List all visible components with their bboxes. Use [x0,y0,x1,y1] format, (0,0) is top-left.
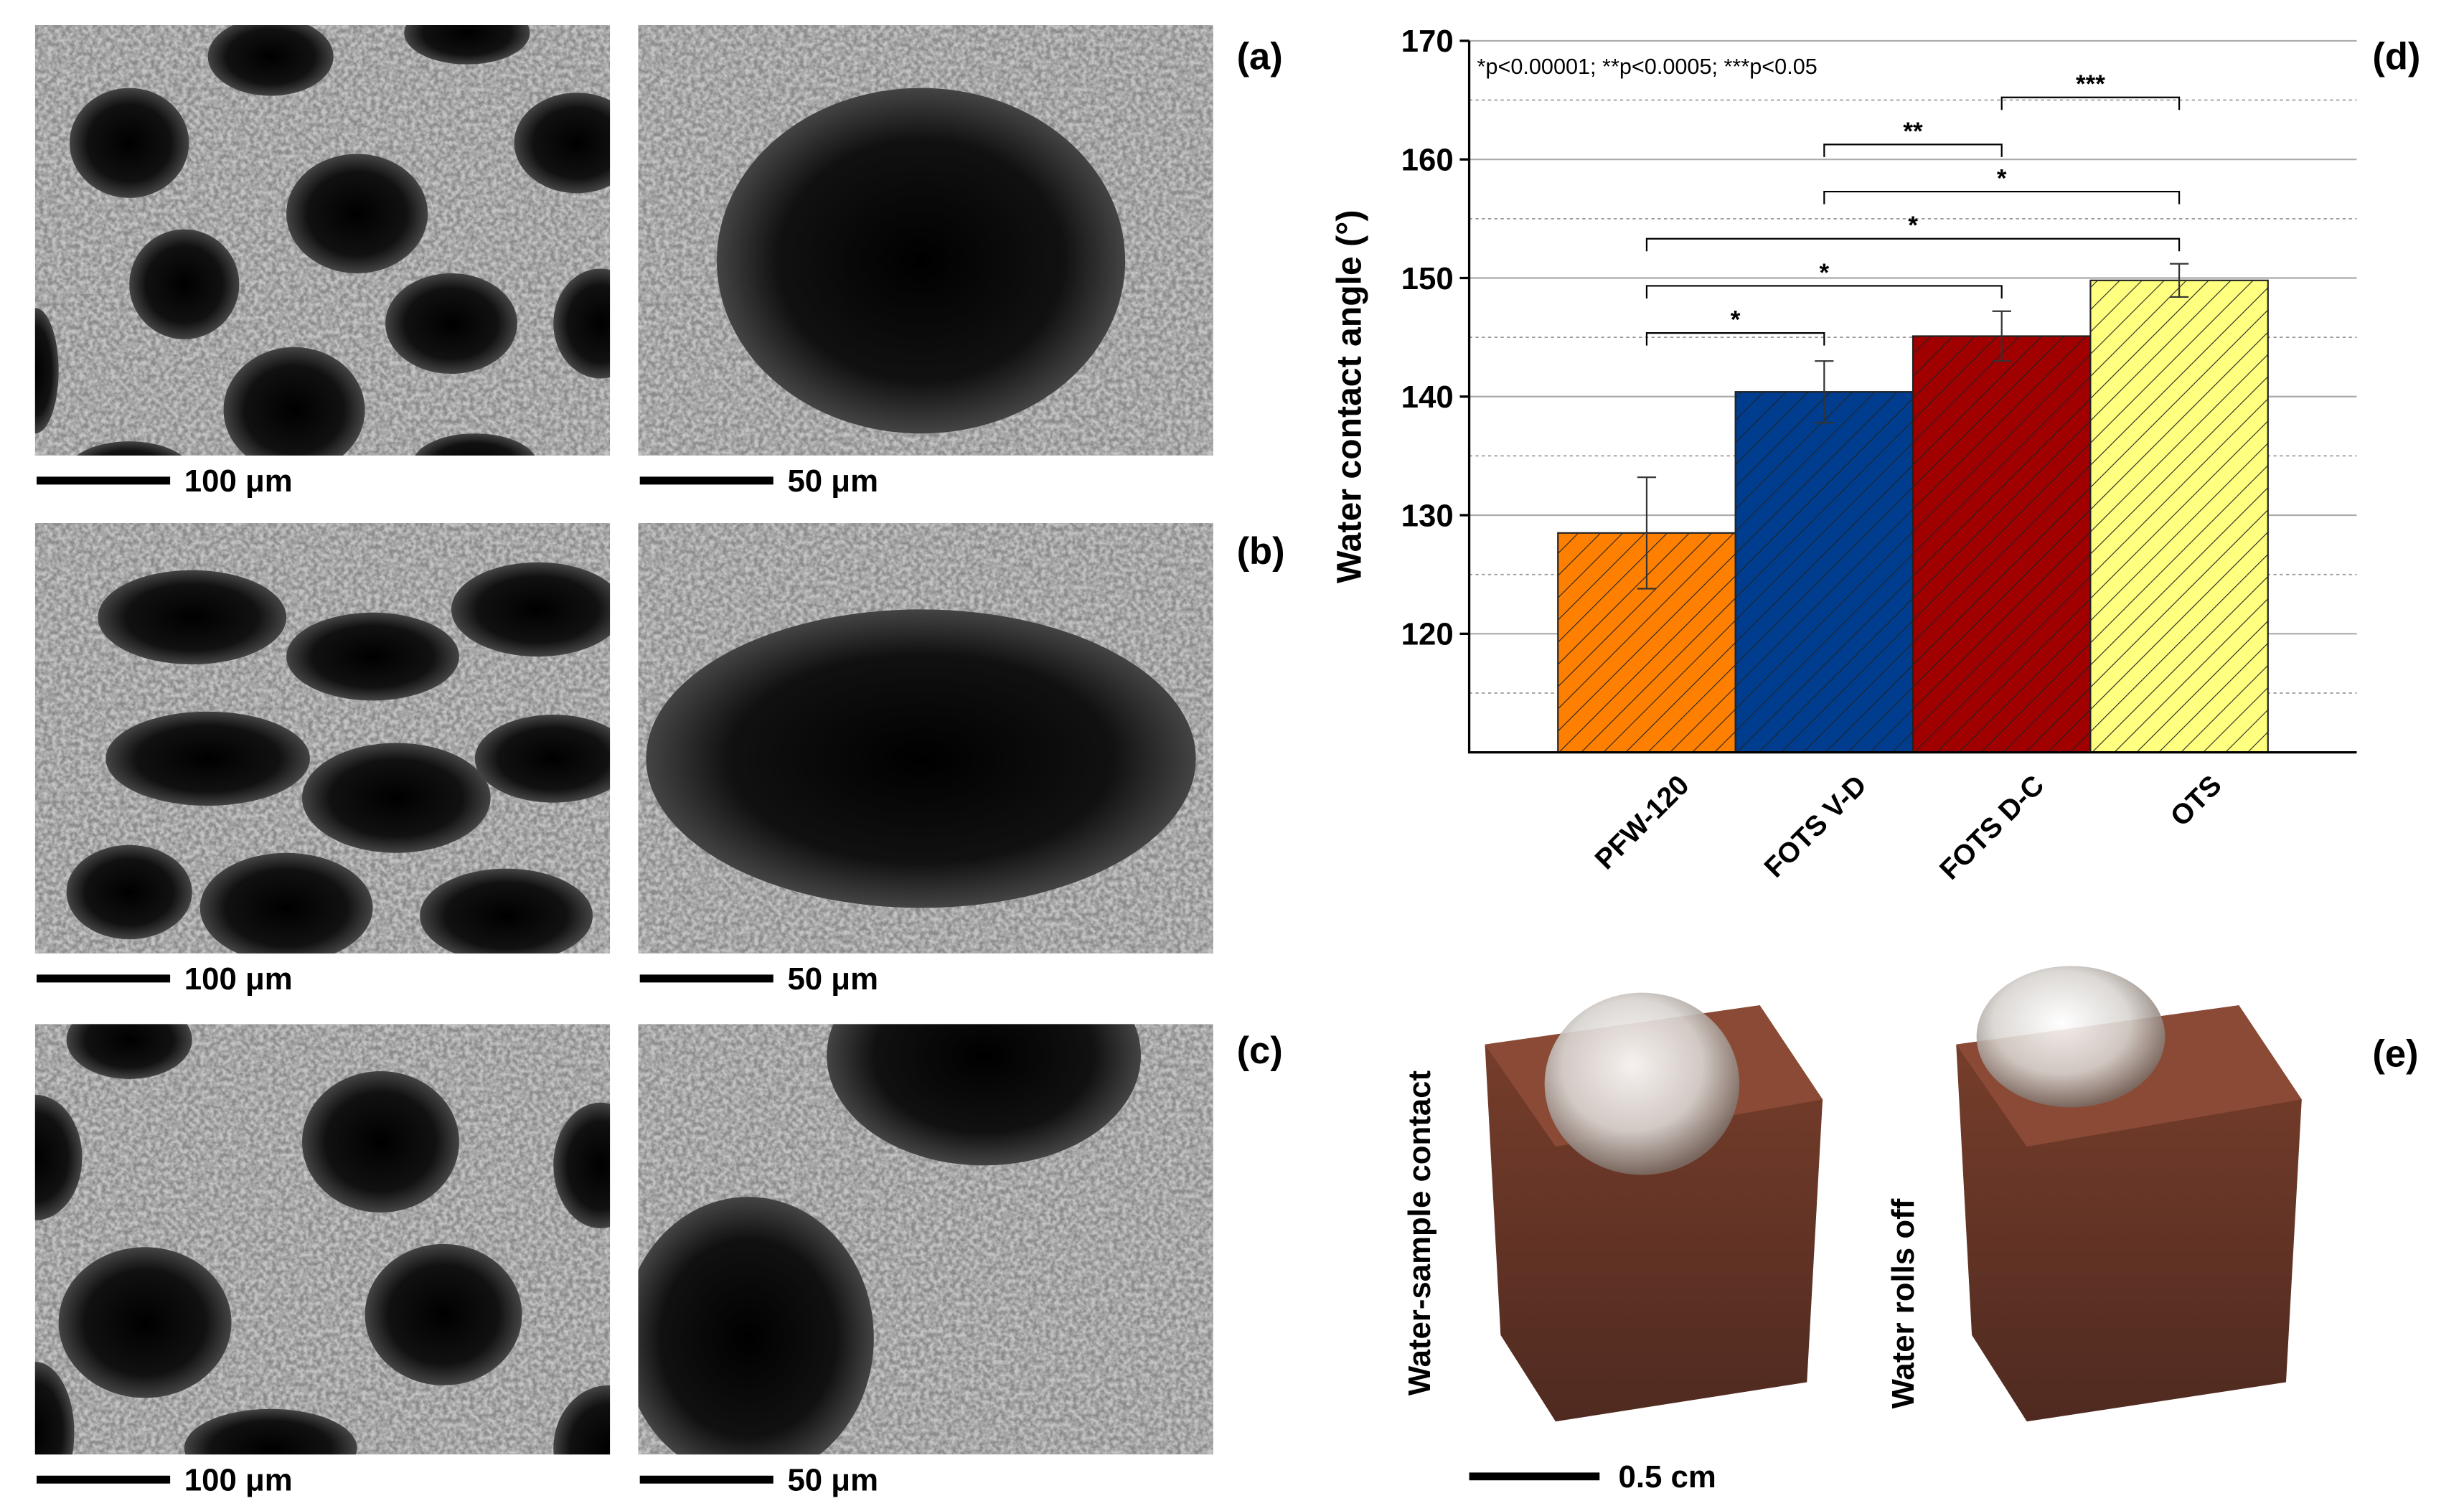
pore [420,868,593,954]
pore [302,743,491,853]
significance-label: *** [2076,70,2105,98]
error-bar [1637,476,1657,590]
error-bar [2169,263,2189,298]
x-tick-label: FOTS D-C [1934,769,2051,886]
pore [286,612,459,701]
scale-label: 0.5 cm [1619,1459,1716,1494]
pore [199,852,373,954]
significance-bracket [1645,285,2003,298]
sem-image [638,523,1213,954]
pore [223,347,365,456]
significance-label: ** [1903,118,1923,146]
pore [66,844,192,940]
pore [286,154,428,273]
sem-image [34,523,611,954]
y-tick-label: 130 [1401,498,1454,533]
pore [638,1197,874,1455]
water-drop [1544,992,1740,1175]
pore [553,1102,611,1228]
pore [77,441,182,456]
pore [58,1247,232,1398]
pore [553,1385,611,1455]
significance-label: * [1820,259,1830,287]
significance-bracket [1645,237,2181,252]
scale-label: 50 μm [787,961,878,997]
bar-chart: 120 130 140 150 160 170 Water contact angle (°… [1330,24,2357,886]
pore [66,1024,192,1079]
y-tick-label: 120 [1401,617,1454,652]
significance-label: * [1731,306,1741,334]
panel-label: (e) [2372,1032,2418,1075]
photo: Water rolls off [1886,966,2302,1422]
photo-caption: Water-sample contact [1402,1070,1437,1396]
sem-image [638,1024,1213,1455]
bar [1734,391,1914,753]
significance-bracket [2000,96,2181,110]
panel-label: (d) [2372,35,2420,77]
pore [34,1094,83,1220]
pore [385,273,517,375]
error-bar [1992,310,2011,362]
pore [302,1071,459,1213]
y-tick-label: 140 [1401,380,1454,415]
pore [553,268,611,379]
y-axis-title: Water contact angle (°) [1330,210,1369,584]
photo-caption: Water rolls off [1886,1198,1921,1408]
sem-panels: 100 μm 50 μm 100 μm 50 μm 100 μm 50 μm [34,25,1213,1498]
scale-label: 100 μm [184,1463,293,1498]
y-tick-label: 160 [1401,143,1454,178]
pore [827,1024,1141,1166]
significance-bracket [1823,143,2003,157]
y-tick-label: 150 [1401,261,1454,296]
photo-panel: Water-sample contact Water rolls off 0.5… [1402,966,2302,1494]
sem-image [638,25,1213,456]
pore [98,570,287,665]
pore [404,25,530,65]
annotation: *p<0.00001; **p<0.0005; ***p<0.05 [1477,55,1818,79]
pore [365,1243,522,1385]
panel-label: (a) [1237,35,1283,77]
significance-label: * [1908,212,1918,240]
pore [34,1362,75,1455]
pore [105,711,310,806]
bar [2089,279,2269,753]
x-tick-label: PFW-120 [1589,769,1695,875]
significance-bracket [1645,332,1825,346]
sem-image [34,1024,611,1455]
y-tick-label: 170 [1401,24,1454,59]
photo: Water-sample contact [1402,992,1823,1422]
error-bar [1815,360,1834,424]
panel-label: (b) [1237,530,1285,573]
pore [184,1408,357,1455]
pore [451,562,611,657]
pore [129,229,240,339]
sem-image [34,25,611,456]
pore [70,88,189,198]
scale-label: 100 μm [184,961,293,997]
pore [207,25,334,96]
x-tick-label: FOTS V-D [1758,769,1873,884]
scale-label: 50 μm [787,1463,878,1498]
x-tick-label: OTS [2164,769,2227,832]
panel-label: (c) [1237,1030,1283,1072]
pore [646,609,1196,908]
bar [1912,335,2092,753]
scale-label: 100 μm [184,463,293,499]
pore [34,308,59,434]
significance-bracket [1823,190,2181,204]
water-drop [1976,966,2166,1108]
scale-label: 50 μm [787,463,878,499]
pore [474,715,611,803]
pore [514,93,611,194]
pore [415,433,535,456]
significance-label: * [1997,165,2007,193]
axes [1467,40,2357,754]
pore [716,88,1126,434]
